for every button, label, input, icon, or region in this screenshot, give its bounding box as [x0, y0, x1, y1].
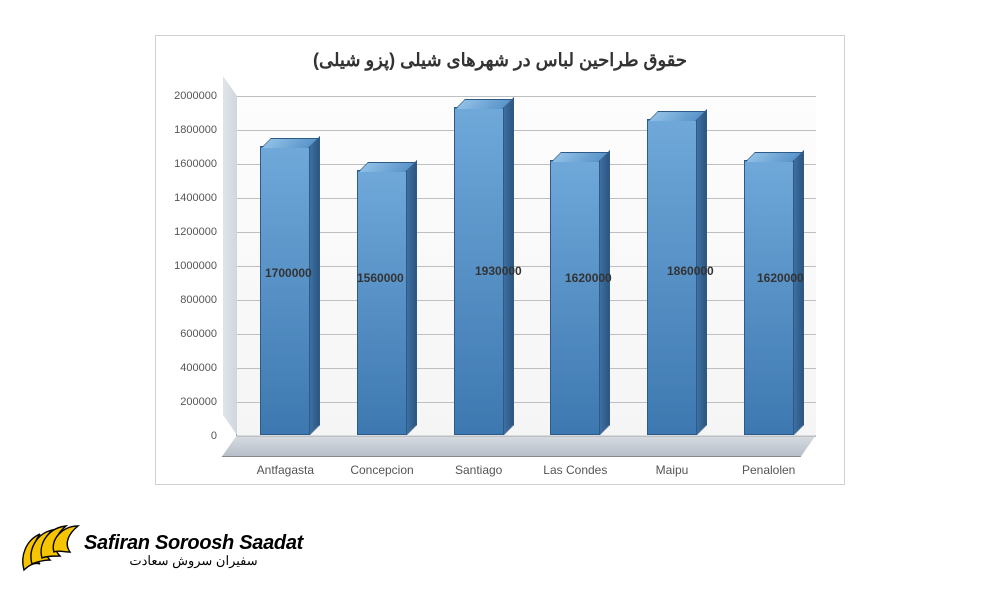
y-tick-label: 200000 — [180, 396, 217, 408]
data-label: 1560000 — [357, 271, 404, 285]
wing-icon — [18, 520, 80, 580]
y-tick-label: 1600000 — [174, 158, 217, 170]
x-tick-label: Antfagasta — [257, 463, 314, 477]
x-tick-label: Las Condes — [543, 463, 607, 477]
y-tick-label: 0 — [211, 430, 217, 442]
bar-top — [745, 152, 803, 162]
logo-english: Safiran Soroosh Saadat — [84, 532, 303, 555]
data-label: 1700000 — [265, 266, 312, 280]
x-tick-label: Penalolen — [742, 463, 795, 477]
x-tick-label: Concepcion — [350, 463, 413, 477]
bar — [550, 160, 600, 435]
bar-front — [550, 160, 600, 435]
chart-back-wall — [223, 76, 237, 435]
bar-side — [310, 136, 320, 435]
bars-group: 1700000 1560000 1930000 1620000 1860000 16200… — [237, 96, 816, 435]
bar-front — [744, 160, 794, 435]
grid-line — [237, 436, 816, 437]
bar-side — [407, 160, 417, 435]
bar-front — [260, 146, 310, 435]
bar-front — [357, 170, 407, 435]
y-tick-label: 800000 — [180, 294, 217, 306]
data-label: 1930000 — [475, 264, 522, 278]
logo-farsi: سفیران سروش سعادت — [84, 553, 303, 569]
bar-top — [455, 99, 513, 109]
chart-panel: حقوق طراحین لباس در شهرهای شیلی (پزو شیل… — [155, 35, 845, 485]
y-tick-label: 2000000 — [174, 90, 217, 102]
y-tick-label: 400000 — [180, 362, 217, 374]
bar-top — [551, 152, 609, 162]
data-label: 1860000 — [667, 264, 714, 278]
y-tick-label: 1400000 — [174, 192, 217, 204]
bar — [744, 160, 794, 435]
logo-text: Safiran Soroosh Saadat سفیران سروش سعادت — [84, 532, 303, 569]
x-tick-label: Santiago — [455, 463, 502, 477]
bar — [357, 170, 407, 435]
x-tick-label: Maipu — [656, 463, 689, 477]
bar-top — [358, 162, 416, 172]
y-tick-label: 1200000 — [174, 226, 217, 238]
brand-logo: Safiran Soroosh Saadat سفیران سروش سعادت — [18, 520, 303, 580]
bar-top — [648, 111, 706, 121]
bar — [260, 146, 310, 435]
chart-floor — [222, 435, 816, 457]
data-label: 1620000 — [757, 271, 804, 285]
chart-title: حقوق طراحین لباس در شهرهای شیلی (پزو شیل… — [156, 36, 844, 81]
y-tick-label: 600000 — [180, 328, 217, 340]
bar-side — [794, 150, 804, 435]
y-tick-label: 1800000 — [174, 124, 217, 136]
y-tick-label: 1000000 — [174, 260, 217, 272]
bar-side — [600, 150, 610, 435]
plot-area: 0200000400000600000800000100000012000001… — [236, 96, 816, 436]
data-label: 1620000 — [565, 271, 612, 285]
